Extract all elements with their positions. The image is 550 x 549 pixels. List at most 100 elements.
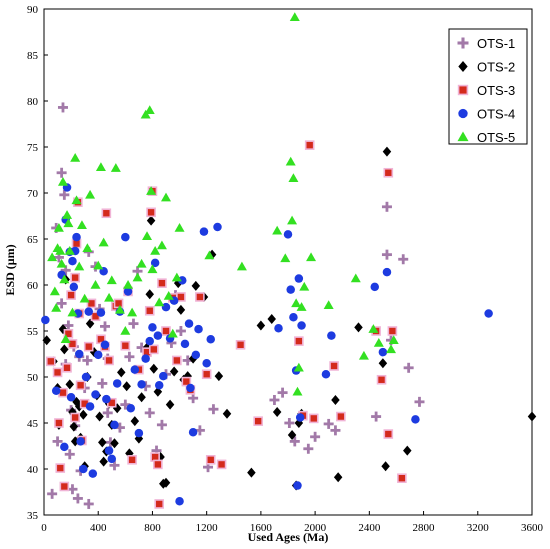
plus-bar-v xyxy=(118,422,122,433)
data-point xyxy=(161,477,171,488)
plus-bar-v xyxy=(401,254,405,265)
data-point xyxy=(123,280,134,289)
data-point xyxy=(75,380,86,391)
data-point xyxy=(274,323,283,333)
legend-marker xyxy=(457,131,469,142)
legend-label: OTS-5 xyxy=(477,130,515,145)
data-point xyxy=(130,416,140,427)
data-point xyxy=(99,456,108,467)
legend-marker xyxy=(458,108,468,119)
data-point xyxy=(100,340,110,350)
data-point xyxy=(235,339,246,350)
plus-bar-v xyxy=(100,378,104,389)
plus-bar-v xyxy=(85,355,89,366)
x-tick-label: 2800 xyxy=(413,522,436,534)
data-point xyxy=(166,337,177,348)
data-point xyxy=(256,320,266,331)
data-point xyxy=(42,335,51,346)
data-point xyxy=(247,467,256,478)
plus-bar-v xyxy=(418,396,421,407)
data-point xyxy=(171,272,182,282)
data-point xyxy=(70,412,80,423)
data-point xyxy=(294,336,304,346)
data-point xyxy=(191,350,201,360)
data-point xyxy=(178,276,187,285)
data-point xyxy=(144,105,155,114)
data-point xyxy=(120,340,131,351)
data-point xyxy=(373,337,384,347)
data-point xyxy=(205,454,216,465)
plus-bar-v xyxy=(313,431,317,442)
data-point xyxy=(293,362,304,372)
data-point xyxy=(146,186,157,195)
x-axis-label: Used Ages (Ma) xyxy=(248,530,329,544)
data-point xyxy=(176,292,186,302)
plus-bar-v xyxy=(206,462,210,473)
plus-bar-v xyxy=(67,320,70,331)
y-axis-label: ESD (μm) xyxy=(3,244,17,295)
data-point xyxy=(97,378,108,389)
data-point xyxy=(59,274,70,284)
data-point xyxy=(236,261,247,271)
data-point xyxy=(51,303,62,312)
data-point xyxy=(253,416,263,426)
data-point xyxy=(199,227,209,236)
data-point xyxy=(295,413,305,422)
y-tick-label: 55 xyxy=(27,326,39,338)
data-point xyxy=(330,425,341,436)
series-ots-4 xyxy=(41,183,493,506)
data-point xyxy=(294,274,304,283)
data-point xyxy=(397,473,407,484)
data-point xyxy=(414,396,425,407)
plus-bar-v xyxy=(76,493,80,504)
data-point xyxy=(85,189,96,199)
data-point xyxy=(106,275,117,285)
data-point xyxy=(323,300,334,309)
data-point xyxy=(53,222,64,232)
data-point xyxy=(67,307,78,317)
data-point xyxy=(358,350,369,360)
y-tick-label: 90 xyxy=(27,4,39,16)
data-point xyxy=(65,379,75,390)
plus-bar-v xyxy=(281,387,284,398)
plus-bar-v xyxy=(306,443,310,454)
plus-bar-v xyxy=(334,425,337,436)
legend-marker xyxy=(458,61,468,72)
data-point xyxy=(203,462,214,473)
data-point xyxy=(56,167,67,178)
data-point xyxy=(45,356,56,367)
data-point xyxy=(120,399,131,410)
data-point xyxy=(304,140,315,150)
data-point xyxy=(72,232,81,242)
data-point xyxy=(310,431,321,442)
data-point xyxy=(150,258,160,268)
data-point xyxy=(90,280,101,289)
data-point xyxy=(114,304,125,314)
y-tick-label: 50 xyxy=(27,372,39,384)
data-point xyxy=(272,225,283,235)
data-point xyxy=(60,344,69,355)
data-point xyxy=(101,208,112,219)
data-point xyxy=(132,266,143,277)
data-point xyxy=(130,365,140,374)
plus-bar-v xyxy=(186,355,190,366)
data-point xyxy=(354,322,363,333)
y-tick-label: 35 xyxy=(27,510,39,522)
data-point xyxy=(204,250,215,260)
data-point xyxy=(127,454,137,465)
data-point xyxy=(382,267,392,277)
data-point xyxy=(376,374,387,385)
data-point xyxy=(124,351,135,362)
data-point xyxy=(329,361,339,371)
data-point xyxy=(91,390,100,399)
data-point xyxy=(98,237,109,247)
data-point xyxy=(52,367,63,378)
plus-bar-v xyxy=(170,337,173,348)
data-point xyxy=(85,402,95,411)
data-point xyxy=(102,394,111,404)
data-point xyxy=(153,459,163,470)
plus-bar-v xyxy=(374,411,378,422)
data-point xyxy=(403,362,414,373)
data-point xyxy=(55,463,66,473)
data-point xyxy=(286,285,295,294)
